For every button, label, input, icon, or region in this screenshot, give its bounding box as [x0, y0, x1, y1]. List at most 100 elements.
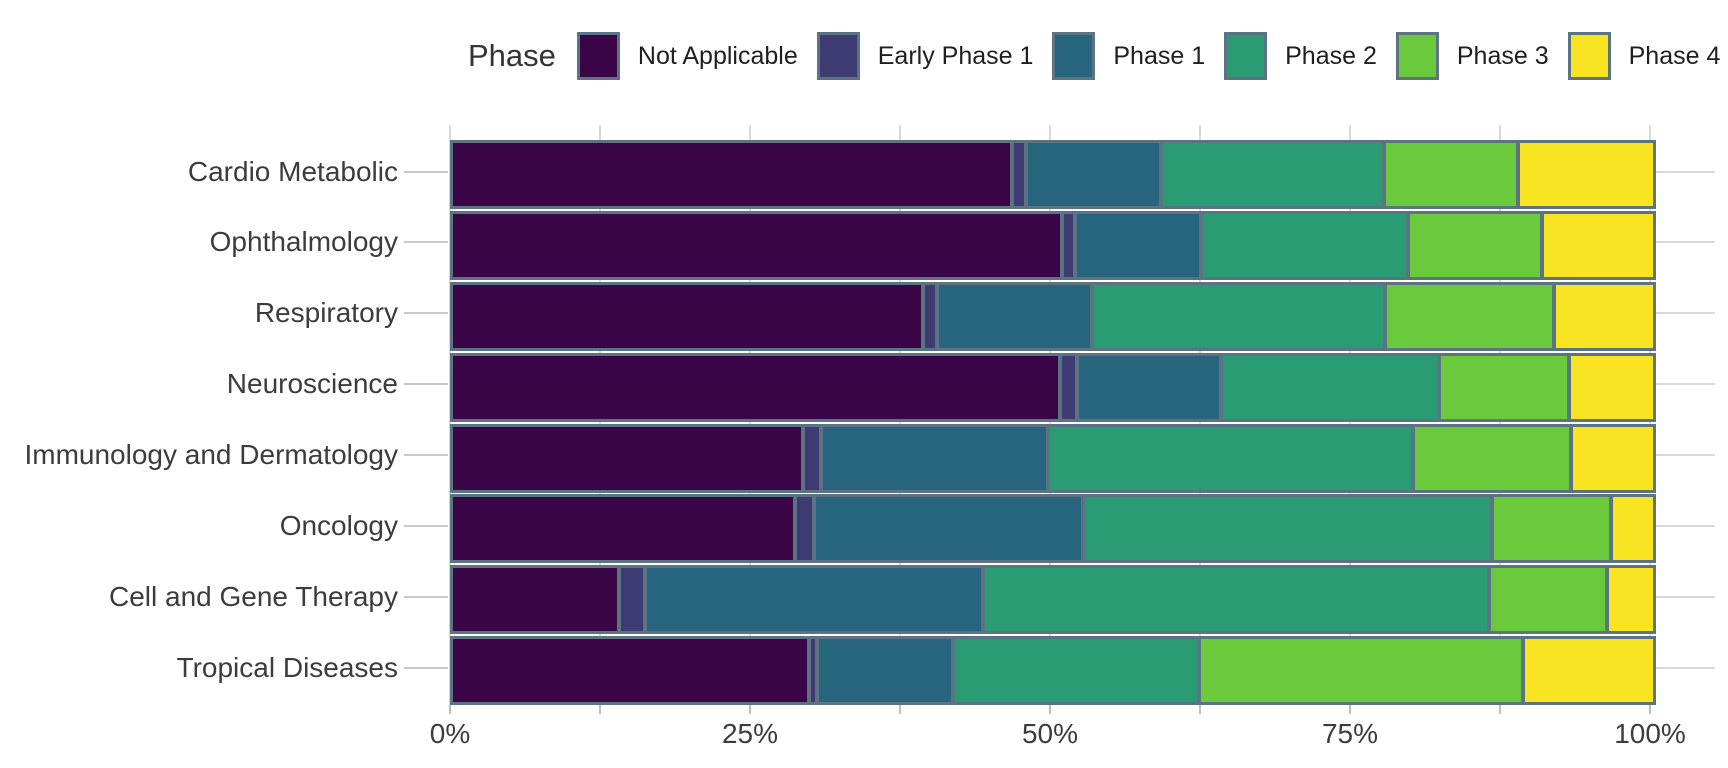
segment-early-phase-1: [801, 426, 819, 490]
legend-item-label: Phase 2: [1285, 41, 1377, 70]
segment-phase-2: [1090, 284, 1383, 348]
segment-phase-1: [815, 639, 951, 703]
legend-title: Phase: [468, 38, 556, 73]
segment-phase-1: [642, 568, 981, 632]
segment-not-applicable: [453, 355, 1058, 419]
y-axis-label: Cardio Metabolic: [187, 155, 398, 187]
segment-phase-1: [1024, 143, 1159, 206]
x-axis-label: 50%: [1021, 718, 1079, 749]
segment-phase-3: [1196, 639, 1521, 703]
y-tick-mark: [404, 524, 448, 527]
segment-early-phase-1: [792, 497, 812, 561]
y-tick-mark: [404, 241, 448, 244]
x-tick-mark: [1199, 705, 1201, 714]
segment-phase-4: [1604, 568, 1653, 632]
legend-swatch-icon: [1052, 32, 1096, 80]
segment-not-applicable: [453, 639, 807, 703]
segment-phase-2: [1045, 426, 1411, 490]
y-tick-mark: [404, 454, 448, 456]
x-tick-mark: [1499, 705, 1501, 714]
segment-phase-2: [1158, 143, 1382, 206]
segment-early-phase-1: [921, 284, 936, 348]
legend-swatch-icon: [1395, 32, 1439, 80]
segment-phase-3: [1487, 568, 1605, 632]
y-axis-label: Neuroscience: [226, 368, 398, 400]
segment-phase-3: [1410, 426, 1569, 490]
legend-item-label: Not Applicable: [637, 41, 798, 70]
legend-swatch-icon: [816, 32, 860, 80]
segment-early-phase-1: [617, 568, 643, 632]
segment-early-phase-1: [1057, 355, 1075, 419]
segment-phase-3: [1405, 213, 1541, 277]
y-tick-mark: [404, 666, 448, 669]
segment-phase-2: [1199, 213, 1406, 277]
segment-phase-4: [1608, 497, 1653, 561]
x-tick-mark: [749, 705, 751, 714]
segment-not-applicable: [453, 143, 1010, 206]
segment-phase-1: [1074, 355, 1219, 419]
chart-panel: [449, 125, 1715, 714]
x-tick-mark: [1049, 705, 1051, 714]
segment-not-applicable: [453, 213, 1061, 277]
legend-item-label: Phase 1: [1113, 41, 1206, 70]
segment-phase-2: [1080, 497, 1490, 561]
y-axis-label: Cell and Gene Therapy: [109, 580, 398, 612]
segment-early-phase-1: [1060, 213, 1074, 277]
segment-phase-2: [950, 639, 1197, 703]
segment-phase-4: [1566, 355, 1653, 419]
segment-phase-2: [980, 568, 1488, 632]
legend-item: Not Applicable: [576, 32, 798, 80]
x-tick-mark: [449, 705, 451, 714]
legend: Phase Not Applicable Early Phase 1 Phase 1…: [468, 30, 1720, 82]
segment-phase-4: [1516, 143, 1653, 206]
legend-item: Early Phase 1: [816, 32, 1034, 80]
bar-immunology-and-dermatology: [450, 423, 1656, 493]
legend-item-label: Phase 4: [1628, 41, 1721, 70]
y-axis-label: Tropical Diseases: [176, 651, 398, 683]
x-axis-label: 0%: [429, 718, 471, 749]
segment-phase-1: [935, 284, 1091, 348]
bar-cell-and-gene-therapy: [450, 565, 1656, 635]
segment-phase-4: [1568, 426, 1653, 490]
segment-not-applicable: [453, 497, 793, 561]
x-axis-label: 100%: [1614, 718, 1686, 749]
x-axis-label: 75%: [1321, 718, 1379, 749]
legend-swatch-icon: [576, 32, 620, 80]
x-axis-label: 25%: [721, 718, 779, 749]
segment-not-applicable: [453, 426, 801, 490]
legend-swatch-icon: [1224, 32, 1268, 80]
y-axis-label: Oncology: [279, 509, 398, 541]
y-tick-mark: [404, 383, 448, 386]
segment-not-applicable: [453, 568, 618, 632]
y-tick-mark: [404, 312, 448, 315]
bar-tropical-diseases: [450, 636, 1656, 706]
segment-phase-3: [1382, 284, 1553, 348]
bar-ophthalmology: [450, 210, 1656, 280]
segment-phase-1: [811, 497, 1081, 561]
segment-phase-2: [1218, 355, 1437, 419]
bar-cardio-metabolic: [450, 140, 1656, 209]
x-tick-mark: [599, 705, 601, 714]
legend-item-label: Phase 3: [1456, 41, 1549, 70]
x-tick-mark: [1349, 705, 1351, 714]
y-tick-mark: [404, 170, 448, 173]
x-tick-mark: [899, 705, 901, 714]
legend-item: Phase 4: [1567, 32, 1721, 80]
segment-early-phase-1: [1009, 143, 1025, 206]
segment-phase-3: [1489, 497, 1609, 561]
y-axis-label: Respiratory: [254, 297, 398, 329]
segment-not-applicable: [453, 284, 921, 348]
legend-item: Phase 1: [1052, 32, 1205, 80]
y-tick-mark: [404, 595, 448, 598]
segment-phase-1: [819, 426, 1046, 490]
segment-phase-3: [1381, 143, 1517, 206]
segment-phase-4: [1520, 639, 1653, 703]
segment-phase-4: [1540, 213, 1653, 277]
y-axis-label: Immunology and Dermatology: [24, 439, 398, 470]
segment-phase-1: [1073, 213, 1200, 277]
segment-early-phase-1: [807, 639, 816, 703]
legend-item: Phase 2: [1224, 32, 1377, 80]
bar-respiratory: [450, 281, 1656, 351]
legend-item-label: Early Phase 1: [877, 41, 1034, 70]
segment-phase-3: [1436, 355, 1567, 419]
